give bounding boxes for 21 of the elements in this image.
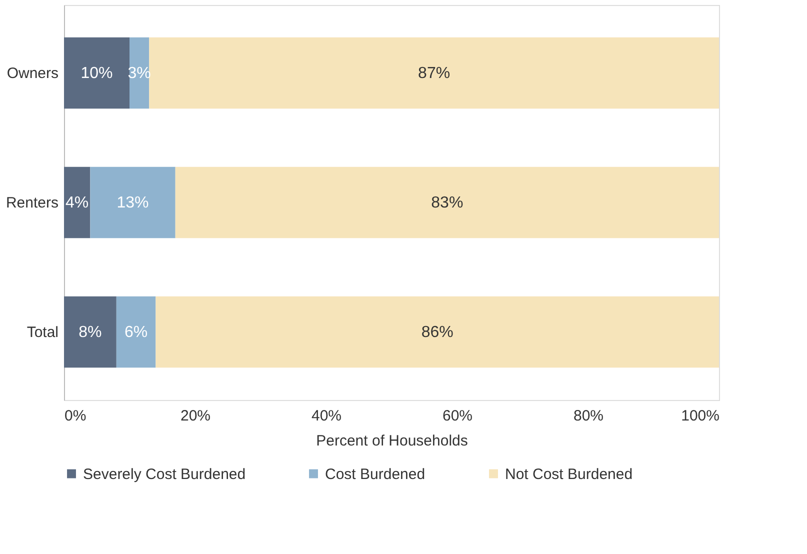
y-tick-label: Owners (6, 64, 58, 82)
x-tick-label: 100% (681, 408, 720, 424)
x-tick-label: 0% (64, 408, 86, 424)
x-tick-label: 20% (180, 408, 211, 424)
data-label: 87% (418, 64, 450, 82)
data-label: 6% (124, 324, 148, 342)
legend-label: Cost Burdened (325, 466, 426, 483)
y-tick-label: Renters (6, 194, 58, 212)
legend-label: Severely Cost Burdened (83, 466, 246, 483)
x-tick-label: 80% (573, 408, 604, 424)
data-label: 8% (78, 324, 102, 342)
x-tick-label: 40% (311, 408, 342, 424)
data-label: 83% (431, 194, 464, 212)
y-tick-label: Total (26, 324, 58, 342)
data-label: 4% (66, 194, 89, 212)
data-label: 10% (80, 64, 113, 82)
data-label: 13% (116, 194, 149, 212)
data-label: 86% (421, 324, 454, 342)
x-tick-label: 60% (442, 408, 473, 424)
legend-label: Not Cost Burdened (505, 466, 633, 483)
x-axis-title: Percent of Households (316, 432, 468, 450)
